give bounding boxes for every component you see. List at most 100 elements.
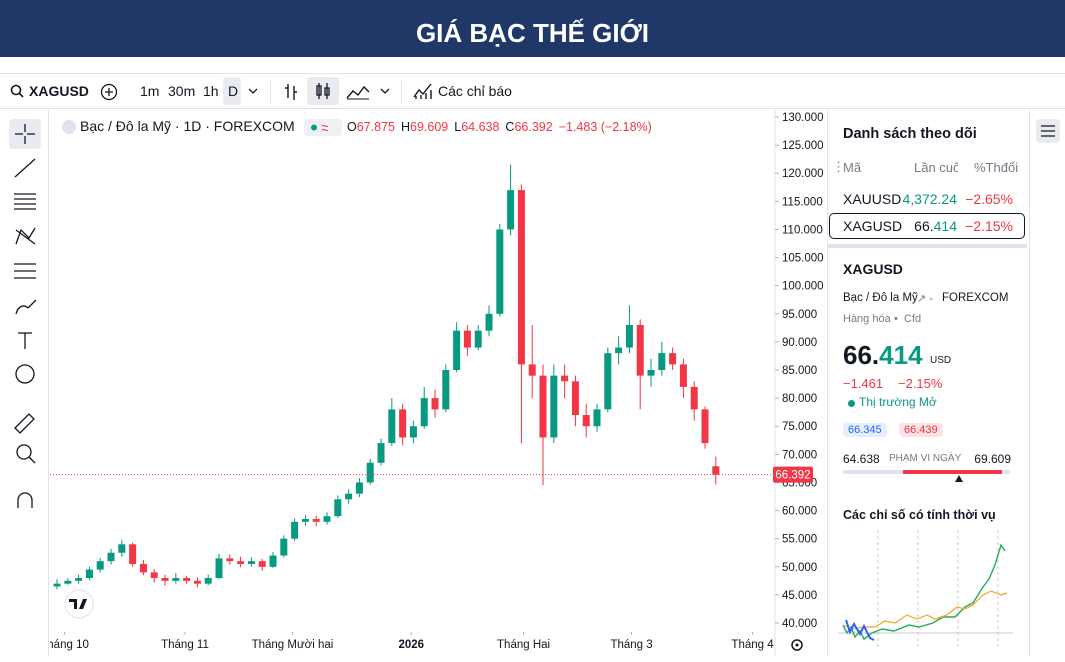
column-header[interactable]: Lần cuối <box>914 160 958 175</box>
candle-body <box>215 558 223 579</box>
header: GIÁ BẠC THẾ GIỚI <box>0 0 1065 57</box>
candle-body <box>291 521 299 539</box>
indicators[interactable]: Các chỉ báo <box>438 83 512 99</box>
y-tick-label: 110.000 <box>782 224 823 236</box>
watch-symbol[interactable]: XAUUSD <box>843 191 902 207</box>
candle-body <box>409 426 417 438</box>
add-symbol[interactable] <box>100 83 118 101</box>
candle-body <box>323 516 331 522</box>
symbol[interactable]: XAGUSD <box>29 83 89 99</box>
candle-body <box>442 370 450 410</box>
candle-body <box>118 544 126 553</box>
candle-body <box>463 330 471 348</box>
candle-body <box>96 561 104 570</box>
candle-body <box>420 398 428 427</box>
detail-symbol: XAGUSD <box>843 261 903 277</box>
y-tick-label: 80.000 <box>782 393 817 405</box>
watchlist-icon[interactable] <box>1030 110 1065 150</box>
candle-body <box>377 443 385 463</box>
candle-body <box>561 375 569 382</box>
candle-body <box>366 462 374 483</box>
detail-tag: Cfd <box>904 313 922 325</box>
bid: 66.345 <box>843 423 887 437</box>
interval[interactable]: 1m <box>140 83 160 99</box>
tv-logo <box>64 589 94 619</box>
candle-body <box>258 561 266 567</box>
ohlc-prefix: H <box>401 120 410 134</box>
x-tick-label: Tháng 3 <box>610 639 652 651</box>
interval[interactable]: 30m <box>168 83 196 99</box>
detail-currency: USD <box>930 355 952 366</box>
status-badge <box>304 119 342 136</box>
candle-body <box>604 353 612 410</box>
line-tool[interactable] <box>14 158 36 178</box>
chart-type-active[interactable] <box>307 77 339 105</box>
delay-icon <box>321 124 329 132</box>
x-tick-label: Tháng 4 <box>731 639 774 651</box>
separator <box>401 80 402 102</box>
candle-body <box>615 347 623 354</box>
crosshair-tool[interactable] <box>15 124 35 144</box>
interval-active <box>223 77 241 105</box>
candle-body <box>107 552 115 562</box>
candle-icon[interactable] <box>314 82 332 100</box>
brush-tool[interactable] <box>15 299 37 315</box>
candle-body <box>701 409 709 444</box>
candle-body <box>669 353 677 365</box>
candle-body <box>183 578 191 581</box>
indicators-icon[interactable] <box>413 82 433 100</box>
chart: Bạc / Đô la Mỹ · 1D · FOREXCOM O67.875 H6… <box>50 110 824 657</box>
pattern-tool[interactable] <box>15 227 36 245</box>
magnet-tool[interactable] <box>17 492 33 508</box>
y-tick-label: 50.000 <box>782 562 817 574</box>
candle-body <box>453 330 461 371</box>
bar-icon[interactable] <box>282 82 300 100</box>
area-icon[interactable] <box>346 82 370 100</box>
candle-body <box>280 538 288 556</box>
chart-group: Bạc / Đô la Mỹ · 1D · FOREXCOM O67.875 H6… <box>50 110 824 657</box>
candle-body <box>355 482 363 494</box>
dropdown[interactable] <box>380 86 390 96</box>
legend-ohlc: O67.875 H69.609 L64.638 C66.392 −1.483 (−2.1… <box>347 120 652 134</box>
candle-body <box>161 578 169 581</box>
candle-body <box>172 578 180 581</box>
search-icon[interactable] <box>10 84 24 98</box>
interval[interactable]: 1h <box>203 83 219 99</box>
emoji-tool[interactable] <box>15 364 35 384</box>
candle-body <box>150 572 158 579</box>
last-price-box <box>773 466 813 483</box>
candle-body <box>334 499 342 517</box>
candle-body <box>690 386 698 410</box>
status-dot <box>311 124 317 131</box>
text-tool[interactable] <box>18 332 32 349</box>
toolbar: XAGUSD 1m 30m 1h D Các chỉ báo <box>0 73 1065 109</box>
interval[interactable]: D <box>228 83 239 99</box>
y-tick-label: 40.000 <box>782 618 817 630</box>
candle-body <box>593 409 601 427</box>
ruler-tool[interactable] <box>14 413 35 434</box>
watch-selected[interactable] <box>829 213 1025 239</box>
column-header[interactable]: Mã <box>843 160 862 175</box>
zoom-tool[interactable] <box>16 444 32 460</box>
projection-tool[interactable] <box>14 263 36 279</box>
candle-body <box>712 466 720 475</box>
y-tick-label: 105.000 <box>782 253 824 265</box>
range-high: 69.609 <box>974 452 1011 466</box>
ohlc-value: 64.638 <box>461 120 499 134</box>
candle-body <box>658 353 666 371</box>
candle-body <box>301 518 309 522</box>
ohlc-value: 67.875 <box>357 120 395 134</box>
fib-tool[interactable] <box>14 193 36 210</box>
divider <box>828 244 1027 248</box>
candle-body <box>269 555 277 567</box>
dropdown[interactable] <box>248 86 258 96</box>
x-tick-label: Tháng 10 <box>50 639 89 651</box>
detail-change-percent: −2.15% <box>898 376 943 391</box>
settings-icon[interactable] <box>791 639 803 651</box>
column-header[interactable]: %Thđổi <box>974 160 1019 175</box>
candle-body <box>528 364 536 376</box>
y-tick-label: 70.000 <box>782 449 817 461</box>
watch-symbol[interactable]: XAGUSD <box>843 218 903 234</box>
candle-body <box>679 364 687 387</box>
